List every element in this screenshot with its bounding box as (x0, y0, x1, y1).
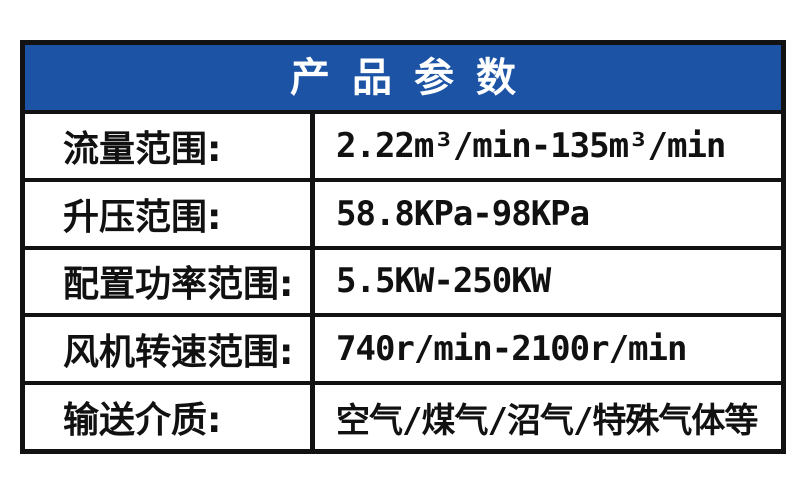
table-title: 产品参数 (290, 54, 538, 101)
table-row: 流量范围: 2.22m³/min-135m³/min (25, 110, 781, 178)
param-label-flow-range: 流量范围: (25, 114, 315, 178)
param-value-pressure-rise-range: 58.8KPa-98KPa (336, 193, 590, 234)
param-value-fan-speed-range: 740r/min-2100r/min (336, 329, 687, 370)
table-row: 输送介质: 空气/煤气/沼气/特殊气体等 (25, 381, 781, 449)
param-label-transport-medium: 输送介质: (25, 385, 315, 449)
param-value-flow-range: 2.22m³/min-135m³/min (336, 125, 726, 166)
product-parameters-table: 产品参数 流量范围: 2.22m³/min-135m³/min 升压范围: 58… (20, 40, 786, 454)
param-label-fan-speed-range: 风机转速范围: (25, 317, 315, 382)
table-row: 升压范围: 58.8KPa-98KPa (25, 177, 781, 246)
table-row: 配置功率范围: 5.5KW-250KW (25, 245, 781, 314)
param-label-pressure-rise-range: 升压范围: (25, 181, 315, 246)
table-row: 风机转速范围: 740r/min-2100r/min (25, 313, 781, 382)
param-value-power-range: 5.5KW-250KW (336, 261, 551, 302)
param-label-power-range: 配置功率范围: (25, 249, 315, 314)
param-value-transport-medium: 空气/煤气/沼气/特殊气体等 (336, 400, 758, 441)
table-header: 产品参数 (25, 45, 781, 110)
